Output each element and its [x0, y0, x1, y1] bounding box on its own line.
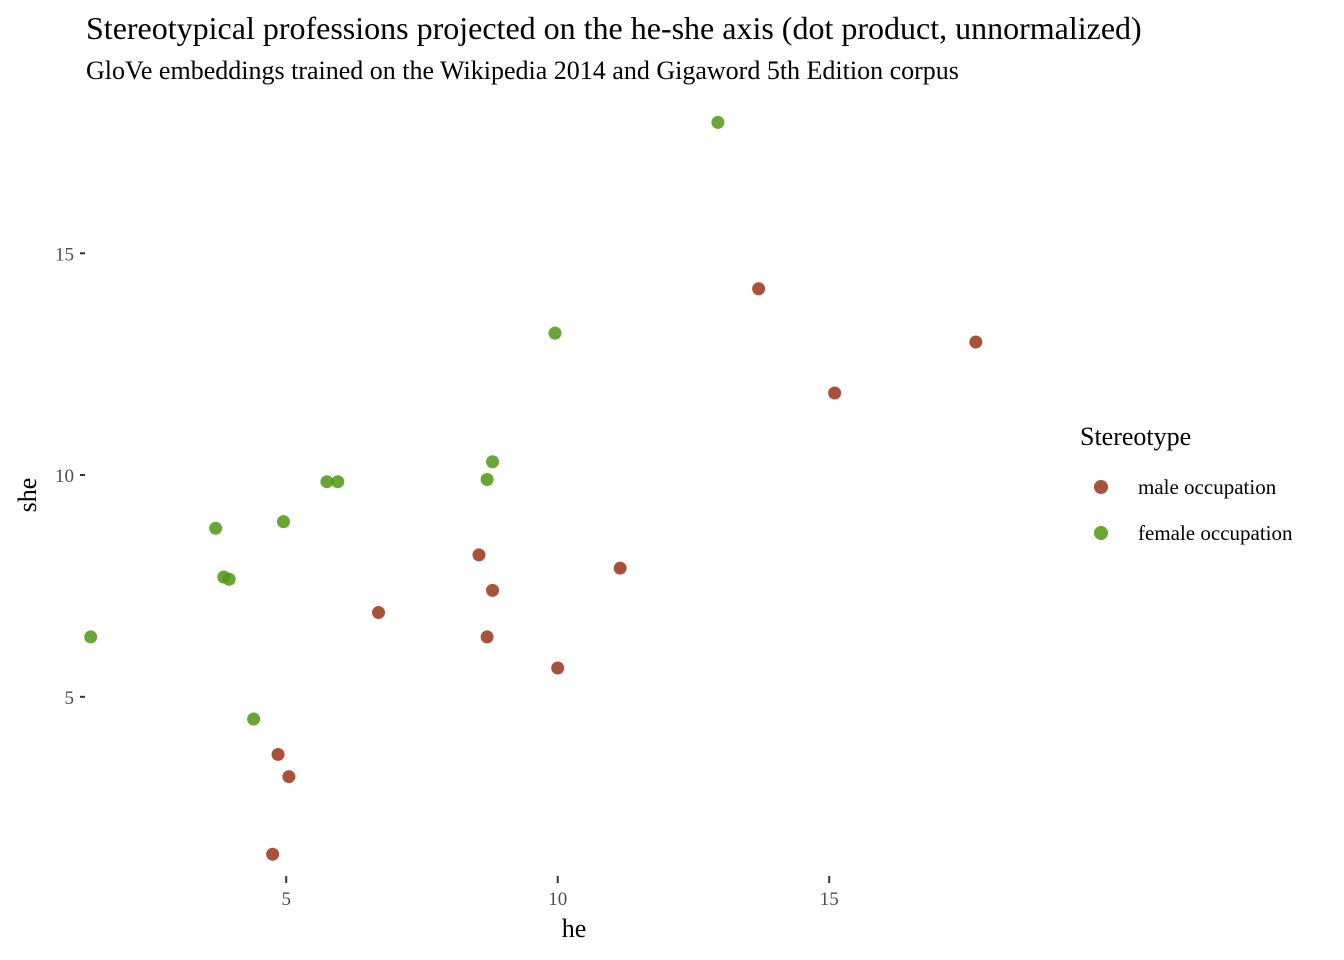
- female-occupation-point: [480, 472, 494, 486]
- female-occupation-point: [84, 630, 98, 644]
- male-occupation-point: [266, 847, 280, 861]
- y-tick-label: 10: [55, 466, 74, 487]
- x-axis: 5 10 15: [281, 876, 839, 910]
- female-occupation-point: [209, 521, 223, 535]
- legend-label-male: male occupation: [1138, 474, 1277, 499]
- male-occupation-point: [271, 747, 285, 761]
- male-occupation-point: [372, 606, 386, 620]
- female-occupation-point: [486, 455, 500, 469]
- female-occupation-point: [711, 115, 725, 129]
- legend-item-male: male occupation: [1094, 472, 1276, 502]
- x-tick-label: 15: [820, 889, 839, 910]
- female-occupation-point: [548, 326, 562, 340]
- female-occupation-point: [331, 475, 345, 489]
- male-occupation-point: [551, 661, 565, 675]
- legend-key-female: [1094, 526, 1108, 540]
- chart-subtitle: GloVe embeddings trained on the Wikipedi…: [86, 56, 959, 85]
- legend-key-male: [1094, 480, 1108, 494]
- female-occupation-point: [247, 712, 261, 726]
- legend: Stereotype male occupation female occupa…: [1080, 420, 1293, 545]
- male-occupation-point: [282, 770, 296, 784]
- legend-title: Stereotype: [1080, 422, 1192, 451]
- male-occupation-point: [828, 386, 842, 400]
- female-occupation-point: [320, 475, 334, 489]
- male-occupation-point: [472, 548, 486, 562]
- y-axis-title: she: [13, 478, 42, 513]
- male-occupation-point: [486, 583, 500, 597]
- x-tick-label: 5: [281, 889, 291, 910]
- male-occupation-point: [480, 630, 494, 644]
- male-occupation-point: [752, 282, 766, 296]
- male-occupation-point: [969, 335, 983, 349]
- data-points: [84, 115, 983, 861]
- female-occupation-point: [276, 515, 290, 529]
- legend-label-female: female occupation: [1138, 520, 1293, 545]
- female-occupation-point: [222, 572, 236, 586]
- y-tick-label: 15: [55, 244, 74, 265]
- y-tick-label: 5: [65, 688, 75, 709]
- x-axis-title: he: [562, 914, 587, 943]
- y-axis: 5 10 15: [55, 244, 85, 709]
- scatter-plot: 5 10 15 5 10 15 he she: [13, 115, 983, 943]
- male-occupation-point: [613, 561, 627, 575]
- chart-title: Stereotypical professions projected on t…: [86, 10, 1142, 46]
- x-tick-label: 10: [548, 889, 567, 910]
- legend-item-female: female occupation: [1094, 518, 1293, 548]
